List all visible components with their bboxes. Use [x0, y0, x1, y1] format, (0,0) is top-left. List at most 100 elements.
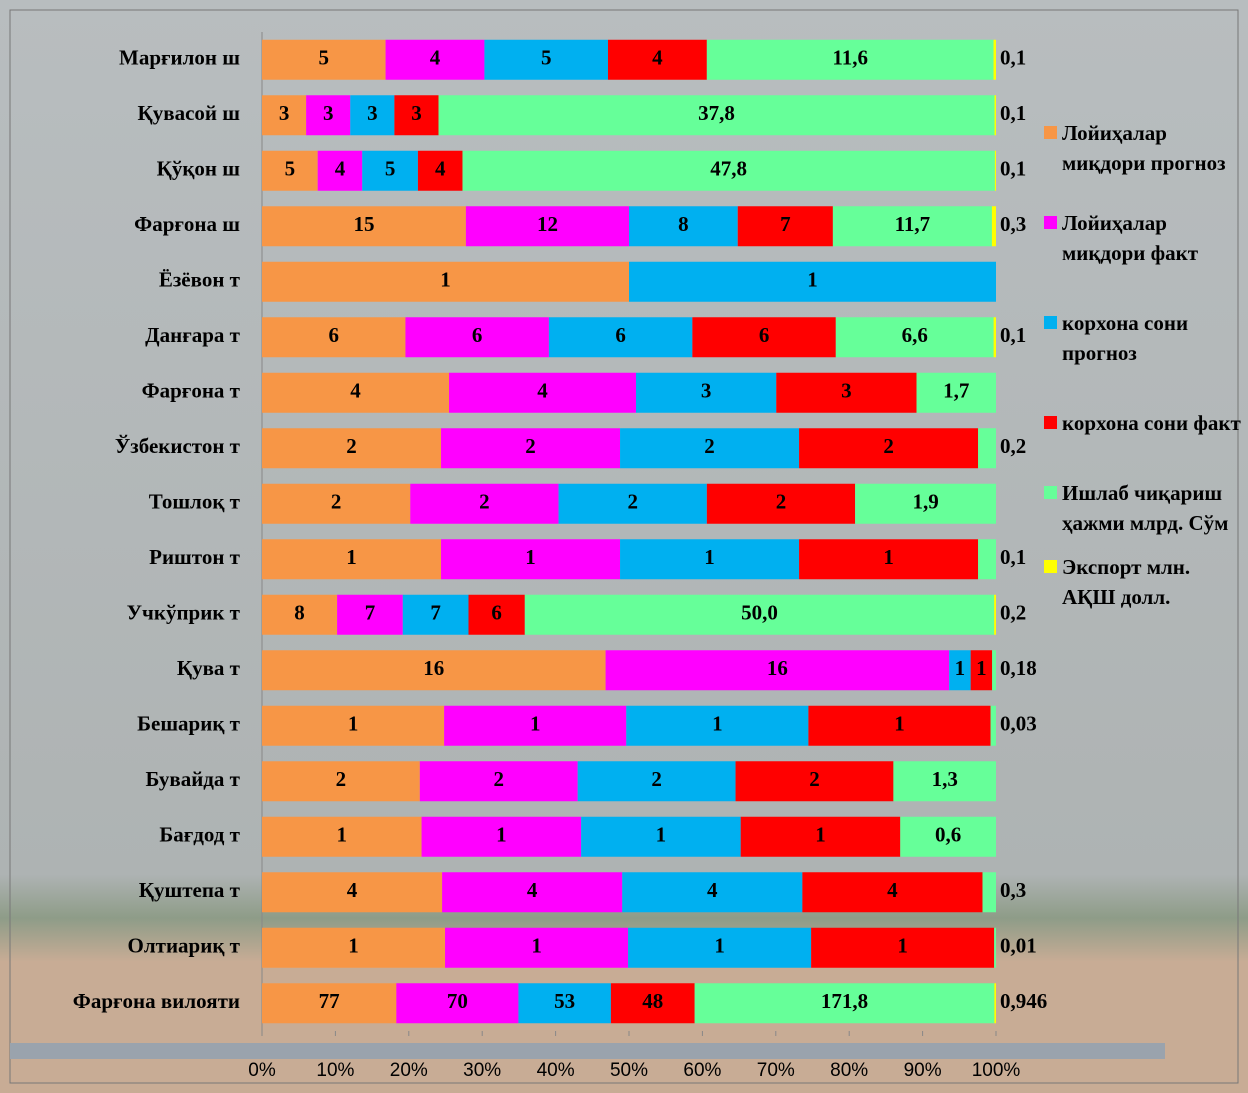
bar-segment [350, 95, 395, 136]
data-label: 8 [294, 601, 305, 625]
bar-segment [620, 539, 800, 580]
data-label: 11,7 [895, 212, 931, 236]
legend-label: Экспорт млн. АҚШ долл. [1062, 555, 1191, 609]
data-label: 2 [336, 767, 347, 791]
category-label: Фарғона т [142, 379, 241, 403]
category-label: Ўзбекистон т [115, 434, 241, 458]
bar-segment [337, 594, 403, 635]
bar-segment [799, 539, 979, 580]
category-label: Қўқон ш [157, 157, 241, 181]
legend-item: Лойиҳалар миқдори факт [1044, 208, 1244, 268]
bar-segment [577, 761, 736, 802]
bar-segment [396, 983, 519, 1024]
bar-segment [692, 317, 836, 358]
bar-segment [799, 428, 979, 469]
bar-segment [620, 428, 800, 469]
data-label: 5 [541, 46, 552, 70]
bar-segment [421, 816, 582, 857]
legend-swatch [1044, 126, 1057, 139]
bar-segment [832, 206, 992, 247]
bar-segment [262, 483, 411, 524]
bar-segment [994, 983, 996, 1024]
legend-swatch [1044, 316, 1057, 329]
data-label: 1 [440, 268, 451, 292]
data-label: 4 [435, 157, 446, 181]
data-label: 0,1 [1000, 323, 1026, 347]
data-label: 50,0 [741, 601, 778, 625]
data-label: 53 [554, 989, 575, 1013]
legend-item: Ишлаб чиқариш ҳажми млрд. Сўм [1044, 478, 1244, 538]
bar-segment [978, 428, 996, 469]
data-label: 1 [348, 712, 359, 736]
data-label: 1 [894, 712, 905, 736]
bar-segment [548, 317, 693, 358]
data-label: 2 [346, 434, 357, 458]
bar-segment [581, 816, 741, 857]
x-tick-label: 10% [316, 1060, 354, 1081]
bar-segment [524, 594, 995, 635]
legend-label: Лойиҳалар миқдори прогноз [1062, 121, 1226, 175]
bar-segment [970, 650, 993, 691]
data-label: 2 [494, 767, 505, 791]
bar-segment [994, 927, 996, 968]
bar-segment [262, 761, 420, 802]
data-label: 2 [809, 767, 820, 791]
data-label: 3 [279, 101, 290, 125]
data-label: 0,2 [1000, 434, 1026, 458]
data-label: 0,1 [1000, 101, 1026, 125]
data-label: 0,1 [1000, 46, 1026, 70]
data-label: 48 [642, 989, 663, 1013]
bar-segment [262, 927, 446, 968]
data-label: 2 [331, 490, 342, 514]
bar-segment [262, 150, 318, 191]
category-label: Қува т [177, 656, 241, 680]
x-tick-label: 100% [972, 1060, 1021, 1081]
data-label: 1 [346, 545, 357, 569]
data-label: 0,3 [1000, 878, 1026, 902]
data-label: 3 [323, 101, 334, 125]
bar-segment [735, 761, 894, 802]
data-label: 2 [651, 767, 662, 791]
bar-segment [706, 39, 994, 80]
bar-segment [992, 650, 996, 691]
category-label: Риштон т [149, 545, 241, 569]
bar-segment [629, 206, 738, 247]
bar-segment [441, 428, 621, 469]
bar-segment [317, 150, 363, 191]
bar-segment [462, 150, 995, 191]
bar-segment [802, 872, 983, 913]
data-label: 1,7 [943, 379, 969, 403]
data-label: 7 [430, 601, 441, 625]
bar-segment [993, 317, 996, 358]
data-label: 0,946 [1000, 989, 1047, 1013]
bar-segment [445, 927, 629, 968]
frame [9, 9, 1239, 1084]
legend-item: Лойиҳалар миқдори прогноз [1044, 118, 1244, 178]
data-label: 1 [531, 934, 542, 958]
data-label: 1 [897, 934, 908, 958]
data-label: 1 [815, 823, 826, 847]
legend-label: Лойиҳалар миқдори факт [1062, 211, 1199, 265]
legend-item: Экспорт млн. АҚШ долл. [1044, 552, 1244, 612]
data-label: 1 [712, 712, 723, 736]
data-label: 6 [472, 323, 483, 347]
data-label: 1 [807, 268, 818, 292]
x-tick-label: 30% [463, 1060, 501, 1081]
data-label: 4 [350, 379, 361, 403]
data-label: 1,3 [932, 767, 958, 791]
bar-segment [262, 261, 629, 302]
bar-segment [262, 983, 397, 1024]
bar-segment [262, 206, 466, 247]
bar-segment [262, 594, 338, 635]
bar-segment [636, 372, 777, 413]
legend-swatch [1044, 486, 1057, 499]
data-label: 15 [353, 212, 374, 236]
category-label: Қувасой ш [138, 101, 241, 125]
x-tick-label: 0% [248, 1060, 276, 1081]
data-label: 3 [367, 101, 378, 125]
legend-swatch [1044, 416, 1057, 429]
bar-segment [262, 317, 406, 358]
bar-segment [262, 39, 386, 80]
data-label: 1 [955, 656, 966, 680]
